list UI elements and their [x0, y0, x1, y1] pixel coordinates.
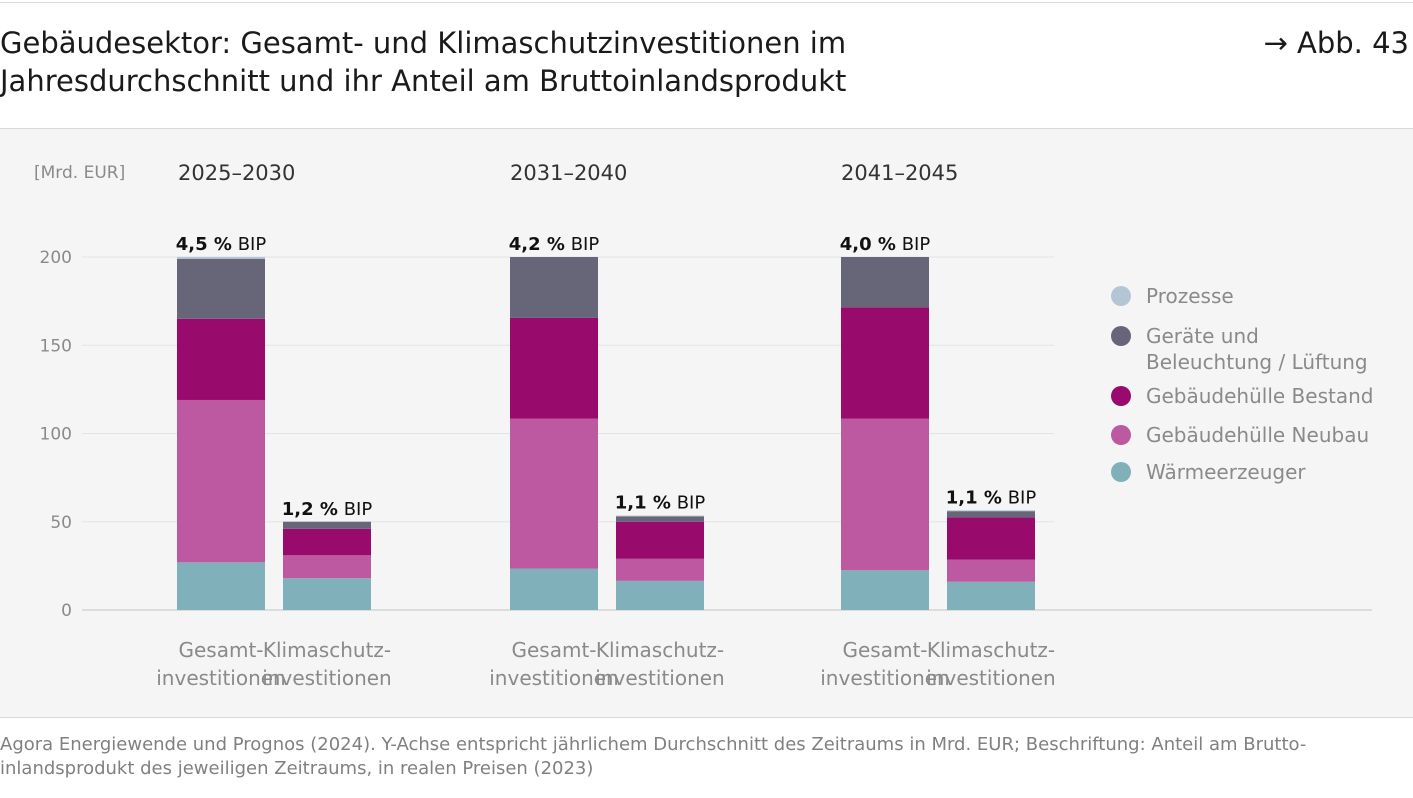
title-line-2: Jahresdurchschnitt und ihr Anteil am Bru… — [0, 64, 847, 98]
bar-category-label: investitionen — [156, 666, 285, 690]
legend-label: Gebäudehülle Bestand — [1146, 384, 1373, 408]
bar-segment-gebäudehülle-bestand — [283, 528, 371, 556]
legend-label: Prozesse — [1146, 284, 1234, 308]
group-title: 2041–2045 — [841, 161, 958, 185]
bip-share-value: 4,2 % — [509, 234, 565, 255]
bar-segment-geräte-und-beleuchtung-lüftung — [177, 258, 265, 319]
bip-share-suffix: BIP — [1002, 487, 1036, 508]
bar-category-label: Klimaschutz- — [263, 638, 391, 662]
bar-category-label: Klimaschutz- — [927, 638, 1055, 662]
bar-segment-geräte-und-beleuchtung-lüftung — [841, 257, 929, 308]
y-tick-label: 50 — [50, 513, 72, 533]
bar-segment-gebäudehülle-neubau — [947, 559, 1035, 582]
bar-category-label: investitionen — [595, 666, 724, 690]
bip-share-label: 4,2 % BIP — [509, 234, 600, 255]
bar-segment-gebäudehülle-bestand — [947, 517, 1035, 560]
bar-category-label: Klimaschutz- — [596, 638, 724, 662]
bar-segment-gebäudehülle-neubau — [616, 558, 704, 581]
bar-segment-geräte-und-beleuchtung-lüftung — [510, 257, 598, 318]
bar-segment-gebäudehülle-bestand — [841, 307, 929, 419]
bip-share-label: 4,0 % BIP — [840, 234, 931, 255]
legend-swatch — [1111, 286, 1131, 306]
bar-segment-geräte-und-beleuchtung-lüftung — [283, 521, 371, 529]
bip-share-value: 4,0 % — [840, 234, 896, 255]
group-title: 2031–2040 — [510, 161, 627, 185]
bar-segment-wärmeerzeuger — [841, 570, 929, 610]
bar-category-label: Gesamt- — [842, 638, 927, 662]
figure-reference: → Abb. 43 — [1263, 26, 1409, 60]
bar-category-label: investitionen — [926, 666, 1055, 690]
bar-segment-gebäudehülle-neubau — [841, 418, 929, 571]
y-tick-label: 0 — [61, 601, 72, 621]
bip-share-label: 1,1 % BIP — [615, 493, 706, 514]
bar-segment-wärmeerzeuger — [177, 562, 265, 610]
bar-segment-gebäudehülle-bestand — [510, 317, 598, 419]
chart-panel: 0 50 100 150 200 [Mrd. EUR] 2025–2030 2031–2040… — [0, 128, 1413, 718]
legend-swatch — [1111, 462, 1131, 482]
bar-segment-gebäudehülle-bestand — [177, 318, 265, 400]
bar-segment-wärmeerzeuger — [947, 581, 1035, 610]
legend-label: Geräte und — [1146, 324, 1259, 348]
bar-segment-gebäudehülle-neubau — [510, 418, 598, 569]
y-tick-label: 100 — [40, 425, 72, 445]
chart: 0 50 100 150 200 [Mrd. EUR] 2025–2030 2031–2040… — [34, 161, 1373, 690]
bar-segment-wärmeerzeuger — [283, 578, 371, 610]
legend-label: Beleuchtung / Lüftung — [1146, 350, 1368, 374]
bar-category-label: investitionen — [489, 666, 618, 690]
bar-category-label: investitionen — [262, 666, 391, 690]
bip-share-value: 1,1 % — [615, 493, 671, 514]
bar-segment-gebäudehülle-neubau — [283, 555, 371, 579]
bip-share-suffix: BIP — [565, 234, 599, 255]
bip-share-suffix: BIP — [671, 493, 705, 514]
bar-segment-wärmeerzeuger — [510, 568, 598, 610]
bip-share-suffix: BIP — [338, 499, 372, 520]
title-line-1: Gebäudesektor: Gesamt- und Klimaschutzin… — [0, 26, 847, 60]
bip-share-label: 4,5 % BIP — [176, 234, 267, 255]
legend-swatch — [1111, 425, 1131, 445]
bar-category-label: investitionen — [820, 666, 949, 690]
bip-share-value: 1,1 % — [946, 487, 1002, 508]
bar-segment-geräte-und-beleuchtung-lüftung — [616, 516, 704, 522]
legend-swatch — [1111, 386, 1131, 406]
bip-share-suffix: BIP — [232, 234, 266, 255]
legend-label: Wärmeerzeuger — [1146, 460, 1306, 484]
bar-category-label: Gesamt- — [511, 638, 596, 662]
source-line-1: Agora Energiewende und Prognos (2024). Y… — [0, 734, 1307, 755]
bar-segment-prozesse — [616, 515, 704, 517]
source-line-2: inlandsprodukt des jeweiligen Zeitraums,… — [0, 758, 594, 779]
bar-segment-prozesse — [947, 510, 1035, 512]
bip-share-value: 4,5 % — [176, 234, 232, 255]
y-axis-unit-label: [Mrd. EUR] — [34, 163, 125, 183]
bar-segment-wärmeerzeuger — [616, 580, 704, 610]
bip-share-label: 1,2 % BIP — [282, 499, 373, 520]
bar-segment-gebäudehülle-bestand — [616, 521, 704, 559]
y-tick-label: 150 — [40, 336, 72, 356]
bip-share-value: 1,2 % — [282, 499, 338, 520]
top-divider — [0, 2, 1413, 3]
bip-share-label: 1,1 % BIP — [946, 487, 1037, 508]
y-tick-label: 200 — [40, 248, 72, 268]
bar-segment-geräte-und-beleuchtung-lüftung — [947, 511, 1035, 518]
bar-segment-prozesse — [177, 257, 265, 259]
bip-share-suffix: BIP — [896, 234, 930, 255]
bar-category-label: Gesamt- — [178, 638, 263, 662]
bar-segment-gebäudehülle-neubau — [177, 399, 265, 563]
legend-label: Gebäudehülle Neubau — [1146, 423, 1369, 447]
group-title: 2025–2030 — [178, 161, 295, 185]
chart-title: Gebäudesektor: Gesamt- und Klimaschutzin… — [0, 24, 1000, 100]
source-note: Agora Energiewende und Prognos (2024). Y… — [0, 733, 1405, 781]
legend-swatch — [1111, 326, 1131, 346]
